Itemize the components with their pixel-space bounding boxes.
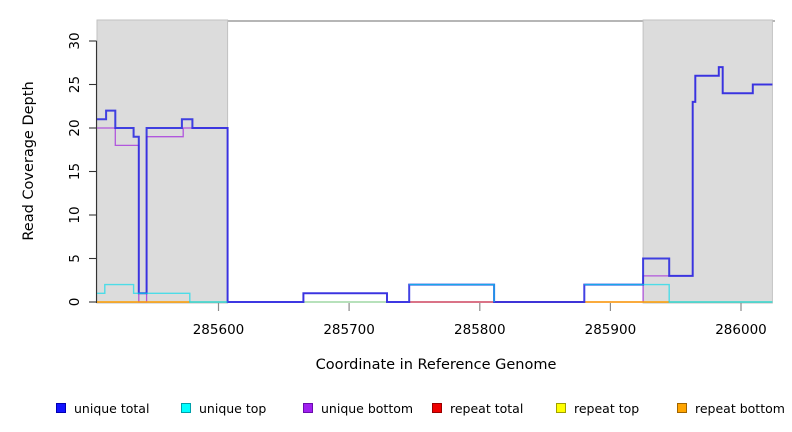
series-line-unique-top bbox=[409, 283, 495, 302]
legend-item-unique-top: unique top bbox=[181, 399, 266, 417]
y-tick-label: 0 bbox=[67, 298, 83, 307]
legend-swatch-repeat-total bbox=[432, 403, 442, 413]
legend-label: unique top bbox=[199, 400, 267, 416]
x-tick-label: 285900 bbox=[585, 322, 637, 338]
legend-label: repeat top bbox=[574, 400, 640, 416]
legend-item-unique-total: unique total bbox=[56, 399, 149, 417]
series-line-unique-total bbox=[97, 66, 773, 303]
x-tick-label: 285600 bbox=[193, 322, 245, 338]
y-axis-title: Read Coverage Depth bbox=[21, 81, 37, 241]
legend-swatch-repeat-bottom bbox=[677, 403, 687, 413]
legend-swatch-unique-top bbox=[181, 403, 191, 413]
legend-label: repeat bottom bbox=[695, 400, 785, 416]
y-tick-label: 15 bbox=[67, 163, 83, 180]
legend-label: unique bottom bbox=[321, 400, 414, 416]
y-tick-label: 30 bbox=[67, 32, 83, 49]
series-line-unique-top bbox=[584, 283, 773, 303]
y-tick-label: 25 bbox=[67, 76, 83, 93]
legend-item-repeat-bottom: repeat bottom bbox=[677, 399, 785, 417]
repeat-region-right bbox=[642, 19, 773, 304]
x-tick-label: 285700 bbox=[323, 322, 375, 338]
legend-item-repeat-total: repeat total bbox=[432, 399, 523, 417]
legend-swatch-unique-bottom bbox=[303, 403, 313, 413]
legend-item-unique-bottom: unique bottom bbox=[303, 399, 413, 417]
y-tick-label: 5 bbox=[67, 254, 83, 263]
legend: unique total unique top unique bottom repea… bbox=[0, 399, 792, 421]
x-tick-label: 285800 bbox=[454, 322, 506, 338]
repeat-region-left bbox=[96, 19, 229, 304]
legend-swatch-unique-total bbox=[56, 403, 66, 413]
legend-swatch-repeat-top bbox=[556, 403, 566, 413]
legend-label: repeat total bbox=[450, 400, 524, 416]
series-line-unique-top bbox=[97, 283, 228, 303]
legend-label: unique total bbox=[74, 400, 150, 416]
x-axis-title: Coordinate in Reference Genome bbox=[315, 357, 557, 373]
x-tick-label: 286000 bbox=[715, 322, 767, 338]
legend-item-repeat-top: repeat top bbox=[556, 399, 639, 417]
y-tick-label: 20 bbox=[67, 119, 83, 136]
y-tick-label: 10 bbox=[67, 206, 83, 223]
